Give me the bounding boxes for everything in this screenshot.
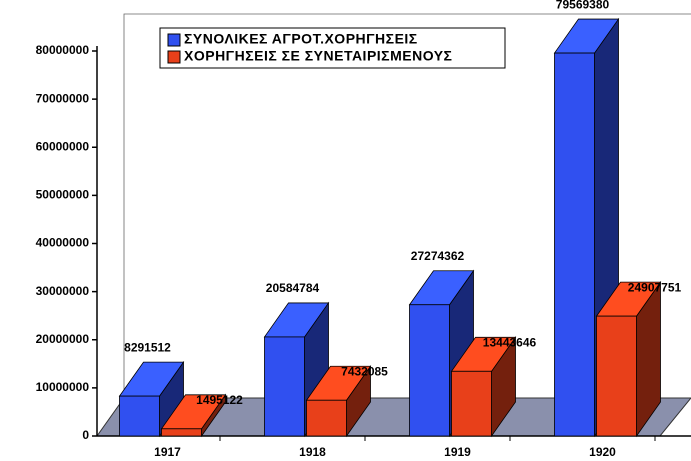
bar-front: [409, 304, 450, 437]
value-label: 27274362: [411, 249, 465, 263]
bar-front: [119, 395, 160, 437]
y-tick-label: 40000000: [36, 236, 90, 250]
bar-front: [161, 428, 202, 437]
y-tick-label: 60000000: [36, 139, 90, 153]
y-tick-label: 20000000: [36, 332, 90, 346]
y-tick-label: 80000000: [36, 43, 90, 57]
y-tick-label: 0: [82, 428, 89, 442]
bars: [118, 17, 662, 438]
legend-swatch: [167, 33, 181, 47]
value-label: 13443646: [483, 335, 537, 349]
x-tick-label: 1918: [299, 445, 326, 459]
bar: [305, 364, 372, 438]
legend-label: ΣΥΝΟΛΙΚΕΣ ΑΓΡΟΤ.ΧΟΡΗΓΗΣΕΙΣ: [184, 31, 418, 47]
y-tick-label: 10000000: [36, 380, 90, 394]
value-label: 7432085: [341, 364, 388, 378]
value-label: 8291512: [124, 340, 171, 354]
bar-front: [306, 399, 347, 437]
bar-front: [264, 336, 305, 437]
bar-front: [451, 370, 492, 437]
bar: [160, 393, 227, 438]
x-tick-label: 1917: [154, 445, 181, 459]
legend: [159, 27, 506, 69]
x-tick-label: 1920: [589, 445, 616, 459]
legend-swatch: [167, 50, 181, 64]
bar: [595, 280, 662, 438]
value-label: 24907751: [628, 280, 682, 294]
bar: [118, 360, 185, 438]
y-tick-label: 70000000: [36, 91, 90, 105]
back-wall: [123, 13, 691, 398]
value-label: 79569380: [556, 0, 610, 11]
bar-front: [596, 315, 637, 437]
value-label: 20584784: [266, 281, 320, 295]
y-tick-label: 50000000: [36, 188, 90, 202]
bar-front: [554, 52, 595, 437]
y-tick-label: 30000000: [36, 284, 90, 298]
bar: [450, 336, 517, 438]
x-tick-label: 1919: [444, 445, 471, 459]
value-label: 1495122: [196, 393, 243, 407]
legend-label: ΧΟΡΗΓΗΣΕΙΣ ΣΕ ΣΥΝΕΤΑΙΡΙΣΜΕΝΟΥΣ: [184, 48, 452, 64]
